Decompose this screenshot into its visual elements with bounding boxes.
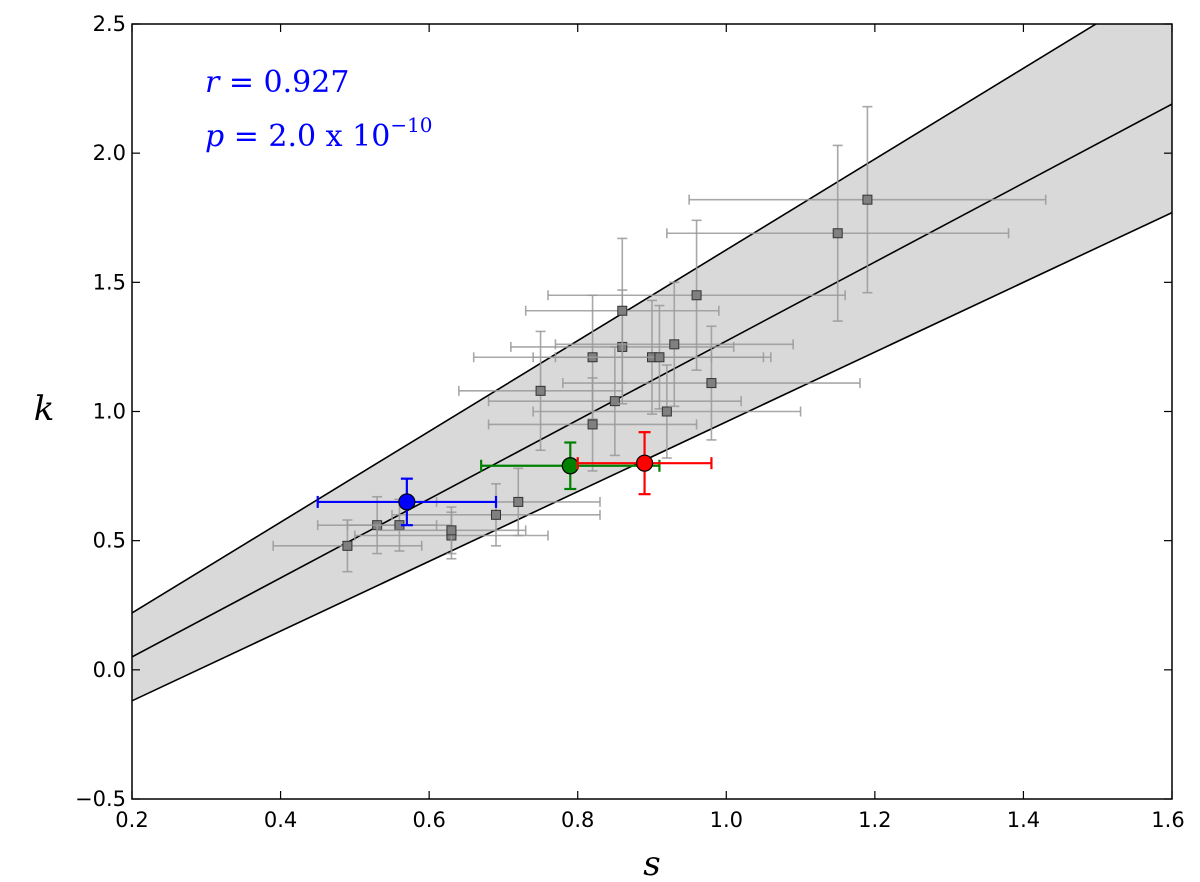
x-tick-label: 1.2 [858,808,891,832]
plot-area [132,24,1172,702]
y-tick-label: 2.5 [93,12,126,36]
p-value-symbol: p [205,119,224,154]
data-point [346,498,453,552]
data-point [272,519,423,573]
square-marker [706,378,717,389]
square-marker [691,290,702,301]
square-marker [513,496,524,507]
data-point [547,219,846,371]
y-tick-label: 0.5 [93,529,126,553]
y-tick-label: 2.0 [93,141,126,165]
data-point [391,483,601,547]
circle-marker [561,457,579,475]
square-marker [342,540,353,551]
square-marker [661,406,672,417]
x-axis-label: s [643,844,660,882]
data-point [666,144,1010,322]
x-tick-label: 0.8 [561,808,594,832]
highlight-point [576,431,713,496]
y-tick-label: 1.0 [93,400,126,424]
square-marker [609,396,620,407]
x-tick-label: 0.6 [412,808,445,832]
y-tick-label: −0.5 [75,787,126,811]
axis-ticks: 0.2 0.4 0.6 0.8 1.0 1.2 1.4 1.6 −0.5 0.0 0.5 1.0 1.5… [75,12,1185,832]
correlation-symbol: r [205,65,221,100]
x-tick-label: 0.4 [264,808,297,832]
data-point [487,377,698,472]
square-marker [491,509,501,520]
lower-bound-line [132,211,1172,702]
correlation-value: = 0.927 [219,65,349,100]
x-tick-label: 1.0 [710,808,743,832]
x-tick-label: 1.4 [1007,808,1040,832]
data-point [554,281,794,408]
p-value-mantissa: = 2.0 x 10 [224,119,390,154]
x-tick-label: 0.2 [115,808,148,832]
data-point [487,346,742,457]
square-marker [654,352,665,363]
square-marker [587,419,598,430]
y-tick-label: 0.0 [93,658,126,682]
p-value-exponent: −10 [390,113,432,137]
y-axis-label: k [34,389,55,429]
highlight-point [316,477,498,527]
square-marker [535,385,546,396]
circle-marker [635,454,654,472]
p-value-annotation: p = 2.0 x 10−10 [205,113,433,154]
data-point [688,105,1047,294]
y-tick-label: 1.5 [93,270,126,294]
data-point [524,237,720,384]
data-point [458,330,624,452]
x-tick-label: 1.6 [1151,808,1184,832]
correlation-annotation: r = 0.927 [205,65,349,100]
square-marker [862,194,873,205]
square-marker [617,305,628,316]
highlight-point [480,441,661,491]
square-marker [832,228,843,239]
square-marker [669,339,680,350]
data-point [562,325,861,441]
circle-marker [398,493,416,511]
square-marker [446,525,457,536]
data-point [554,304,765,410]
data-point [532,364,802,459]
